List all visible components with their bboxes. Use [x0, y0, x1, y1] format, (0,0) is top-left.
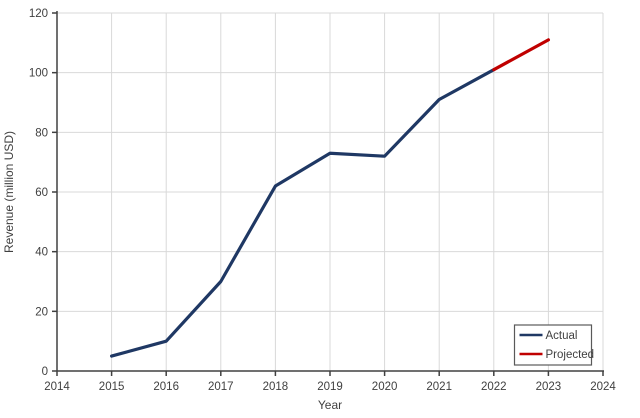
y-tick-label: 40	[35, 247, 48, 259]
x-tick-label: 2016	[153, 381, 179, 393]
x-tick-label: 2020	[372, 381, 398, 393]
legend: Actual Projected	[513, 324, 595, 366]
x-tick-label: 2018	[263, 381, 289, 393]
series-line-actual	[109, 68, 496, 358]
y-tick-label: 20	[35, 306, 48, 318]
legend-item-projected: Projected	[519, 349, 595, 361]
y-tick-label: 80	[35, 127, 48, 139]
series-line-projected	[492, 38, 551, 72]
x-tick-label: 2022	[481, 381, 507, 393]
y-tick-label: 100	[29, 68, 48, 80]
x-tick-label: 2015	[99, 381, 125, 393]
x-tick-label: 2024	[590, 381, 616, 393]
axis-ticks: 2014 2015 2016 2017 2018 2019 2020 2021 2022 2023…	[29, 8, 617, 393]
x-tick-label: 2021	[426, 381, 452, 393]
y-tick-label: 60	[35, 187, 48, 199]
x-tick-label: 2017	[208, 381, 234, 393]
legend-label-projected: Projected	[546, 349, 595, 361]
gridlines	[57, 12, 604, 371]
x-tick-label: 2019	[317, 381, 343, 393]
y-tick-label: 120	[29, 8, 48, 20]
legend-label-actual: Actual	[546, 330, 578, 342]
legend-item-actual: Actual	[519, 330, 578, 342]
y-tick-label: 0	[42, 366, 48, 378]
y-axis-title: Revenue (million USD)	[2, 131, 16, 253]
x-tick-label: 2014	[44, 381, 70, 393]
legend-box	[513, 324, 593, 366]
x-tick-label: 2023	[536, 381, 562, 393]
x-axis-title: Year	[318, 398, 342, 412]
